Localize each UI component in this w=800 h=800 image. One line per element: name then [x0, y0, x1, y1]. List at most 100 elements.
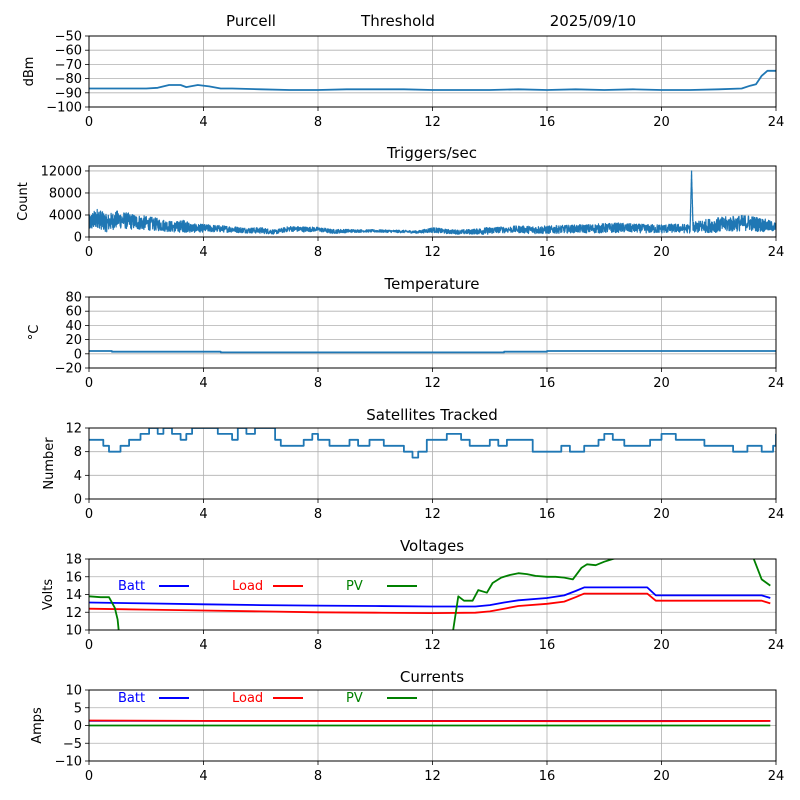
x-tick-label: 24	[768, 638, 785, 653]
x-tick-label: 8	[314, 507, 322, 522]
y-tick-label: −50	[55, 30, 82, 45]
x-tick-label: 4	[199, 115, 207, 130]
y-tick-label: 5	[74, 701, 82, 716]
panel-title: Satellites Tracked	[366, 406, 497, 424]
y-axis-label: Count	[16, 182, 31, 221]
y-tick-label: −80	[55, 72, 82, 87]
panel-threshold: 0 4 8 12 16 20 24 −50−60−70−80−90−100 dBm	[22, 30, 784, 131]
x-tick-label: 24	[768, 376, 785, 391]
y-tick-label: 12	[65, 422, 82, 437]
y-tick-label: 4000	[49, 208, 82, 223]
panel-title: Voltages	[400, 537, 464, 555]
x-tick-label: 24	[768, 245, 785, 260]
x-tick-label: 0	[85, 115, 93, 130]
y-tick-label: −20	[55, 362, 82, 377]
x-tick-label: 0	[85, 376, 93, 391]
x-tick-label: 12	[424, 115, 441, 130]
x-tick-label: 20	[653, 638, 670, 653]
x-tick-label: 8	[314, 245, 322, 260]
header-station: Purcell	[226, 12, 276, 30]
x-tick-label: 12	[424, 376, 441, 391]
y-tick-label: 0	[74, 719, 82, 734]
header-mode: Threshold	[360, 12, 435, 30]
x-tick-label: 16	[539, 115, 556, 130]
x-tick-label: 20	[653, 376, 670, 391]
x-tick-label: 20	[653, 245, 670, 260]
series-group	[89, 69, 776, 91]
x-tick-label: 12	[424, 245, 441, 260]
y-tick-label: 8000	[49, 186, 82, 201]
legend-label-load: Load	[232, 579, 263, 594]
y-tick-label: −70	[55, 58, 82, 73]
y-axis-label: Amps	[30, 707, 45, 744]
y-tick-label: 80	[65, 291, 82, 306]
panel-title: Temperature	[383, 275, 479, 293]
y-tick-label: −60	[55, 44, 82, 59]
y-axis-label: Volts	[41, 579, 56, 611]
y-tick-label: 0	[74, 347, 82, 362]
series-group	[89, 350, 776, 354]
series-line-satellites	[89, 428, 776, 459]
x-tick-label: 12	[424, 638, 441, 653]
x-tick-label: 4	[199, 376, 207, 391]
y-axis-label: dBm	[22, 57, 37, 87]
series-line-load	[89, 719, 771, 723]
x-tick-label: 0	[85, 245, 93, 260]
legend-label-batt: Batt	[118, 579, 145, 594]
legend-label-pv: PV	[346, 579, 363, 594]
series-line-temperature	[89, 350, 776, 354]
y-tick-label: 10	[65, 684, 82, 699]
y-tick-label: 8	[74, 445, 82, 460]
x-tick-label: 20	[653, 115, 670, 130]
series-line-batt	[89, 586, 771, 608]
x-tick-label: 0	[85, 507, 93, 522]
panel-satellites: 0 4 8 12 16 20 24 0 4 8 12 Number Satellites Tracked	[42, 406, 784, 522]
x-tick-label: 4	[199, 769, 207, 784]
y-tick-label: 4	[74, 469, 82, 484]
series-line-load	[89, 592, 771, 614]
legend-label-pv: PV	[346, 691, 363, 706]
y-axis-label: Number	[42, 437, 57, 490]
x-tick-label: 16	[539, 376, 556, 391]
y-tick-label: 12	[65, 606, 82, 621]
x-tick-label: 12	[424, 507, 441, 522]
x-tick-label: 4	[199, 245, 207, 260]
x-tick-label: 8	[314, 769, 322, 784]
x-tick-label: 0	[85, 769, 93, 784]
legend-label-batt: Batt	[118, 691, 145, 706]
panel-currents: 0 4 8 12 16 20 24 −10 −5 0 5 10 Amps Currents Batt Load…	[30, 668, 784, 784]
y-tick-label: −5	[63, 737, 82, 752]
panel-voltages: 0 4 8 12 16 20 24 10 12 14 16 18 Volts Voltages Batt Lo…	[41, 537, 784, 653]
x-tick-label: 24	[768, 769, 785, 784]
series-group	[89, 559, 771, 630]
y-tick-label: 10	[65, 624, 82, 639]
x-tick-label: 16	[539, 638, 556, 653]
x-tick-label: 4	[199, 638, 207, 653]
series-group	[89, 428, 776, 459]
x-tick-label: 20	[653, 507, 670, 522]
y-tick-label: −10	[55, 755, 82, 770]
y-tick-label: −90	[55, 86, 82, 101]
y-tick-label: 0	[74, 493, 82, 508]
series-line-triggers	[89, 170, 776, 235]
x-tick-label: 24	[768, 115, 785, 130]
x-tick-label: 24	[768, 507, 785, 522]
panel-title: Currents	[400, 668, 464, 686]
y-tick-label: 0	[74, 231, 82, 246]
y-tick-label: 12000	[41, 164, 82, 179]
panel-title: Triggers/sec	[386, 144, 477, 162]
y-tick-label: 20	[65, 333, 82, 348]
x-tick-label: 16	[539, 507, 556, 522]
y-tick-label: 40	[65, 319, 82, 334]
y-tick-label: 14	[65, 588, 82, 603]
x-tick-label: 12	[424, 769, 441, 784]
header-date: 2025/09/10	[550, 12, 636, 30]
x-tick-label: 4	[199, 507, 207, 522]
y-axis-label: °C	[27, 325, 42, 341]
panel-triggers: 0 4 8 12 16 20 24 0 4000 8000 12000 Count Triggers/s…	[16, 144, 784, 260]
series-group	[89, 719, 771, 727]
y-tick-label: −100	[46, 101, 82, 116]
legend-label-load: Load	[232, 691, 263, 706]
series-group	[89, 170, 776, 235]
